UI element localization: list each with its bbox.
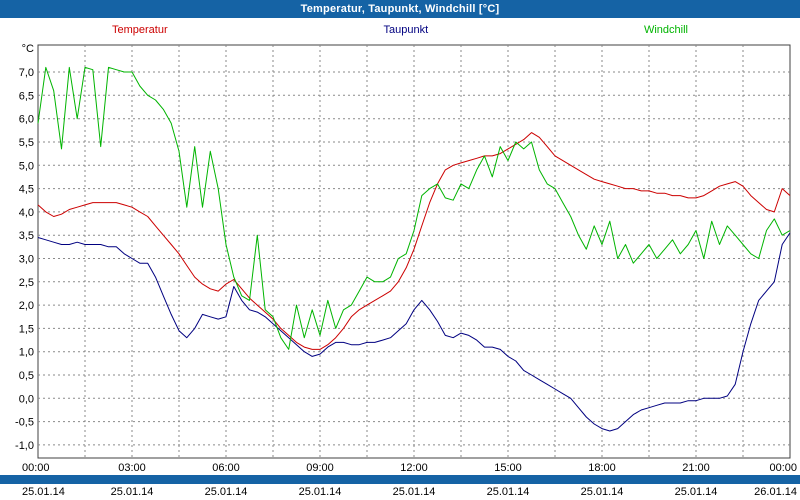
svg-text:25.01.14: 25.01.14 [393, 486, 436, 498]
svg-text:25.01.14: 25.01.14 [22, 486, 65, 498]
legend-taupunkt: Taupunkt [383, 24, 429, 36]
legend-temperatur: Temperatur [112, 24, 168, 36]
svg-text:-0,5: -0,5 [15, 417, 34, 429]
svg-text:5,0: 5,0 [19, 160, 34, 172]
y-axis-labels: °C 7,0 6,5 6,0 5,5 5,0 4,5 4,0 3,5 3,0 2,5 2,0 1,5 1,… [15, 43, 34, 452]
y-axis-unit: °C [22, 43, 34, 55]
svg-text:2,5: 2,5 [19, 277, 34, 289]
svg-text:1,5: 1,5 [19, 323, 34, 335]
x-axis-date-labels: 25.01.14 25.01.14 25.01.14 25.01.14 25.01.14… [22, 486, 797, 498]
svg-text:25.01.14: 25.01.14 [299, 486, 342, 498]
svg-text:0,5: 0,5 [19, 370, 34, 382]
svg-text:15:00: 15:00 [494, 462, 522, 474]
gridlines [38, 45, 790, 458]
svg-text:6,0: 6,0 [19, 114, 34, 126]
svg-text:2,0: 2,0 [19, 300, 34, 312]
svg-text:3,5: 3,5 [19, 230, 34, 242]
legend-windchill: Windchill [643, 24, 688, 36]
svg-text:25.01.14: 25.01.14 [675, 486, 718, 498]
chart-canvas: °C 7,0 6,5 6,0 5,5 5,0 4,5 4,0 3,5 3,0 2,5 2,0 1,5 1,… [0, 43, 800, 498]
bottom-bar [0, 475, 800, 484]
svg-text:1,0: 1,0 [19, 347, 34, 359]
svg-text:03:00: 03:00 [118, 462, 146, 474]
svg-text:21:00: 21:00 [682, 462, 710, 474]
svg-text:-1,0: -1,0 [15, 440, 34, 452]
svg-text:12:00: 12:00 [400, 462, 428, 474]
svg-text:25.01.14: 25.01.14 [111, 486, 154, 498]
svg-text:4,0: 4,0 [19, 207, 34, 219]
svg-text:06:00: 06:00 [212, 462, 240, 474]
window-titlebar: Temperatur, Taupunkt, Windchill [°C] [0, 0, 800, 18]
svg-text:25.01.14: 25.01.14 [581, 486, 624, 498]
svg-text:0,0: 0,0 [19, 393, 34, 405]
series-taupunkt [37, 232, 791, 432]
svg-text:00:00: 00:00 [769, 462, 797, 474]
svg-text:00:00: 00:00 [22, 462, 50, 474]
series-windchill [37, 66, 791, 350]
svg-text:5,5: 5,5 [19, 137, 34, 149]
svg-text:18:00: 18:00 [588, 462, 616, 474]
x-axis-time-labels: 00:00 03:00 06:00 09:00 12:00 15:00 18:00 21:00… [22, 462, 797, 474]
svg-text:6,5: 6,5 [19, 90, 34, 102]
legend: Temperatur Taupunkt Windchill [0, 18, 800, 42]
svg-text:25.01.14: 25.01.14 [487, 486, 530, 498]
svg-text:7,0: 7,0 [19, 67, 34, 79]
window-title: Temperatur, Taupunkt, Windchill [°C] [300, 3, 500, 15]
svg-text:09:00: 09:00 [306, 462, 334, 474]
series-temperatur [37, 132, 791, 350]
svg-text:4,5: 4,5 [19, 184, 34, 196]
svg-text:26.01.14: 26.01.14 [754, 486, 797, 498]
svg-text:25.01.14: 25.01.14 [205, 486, 248, 498]
svg-text:3,0: 3,0 [19, 254, 34, 266]
